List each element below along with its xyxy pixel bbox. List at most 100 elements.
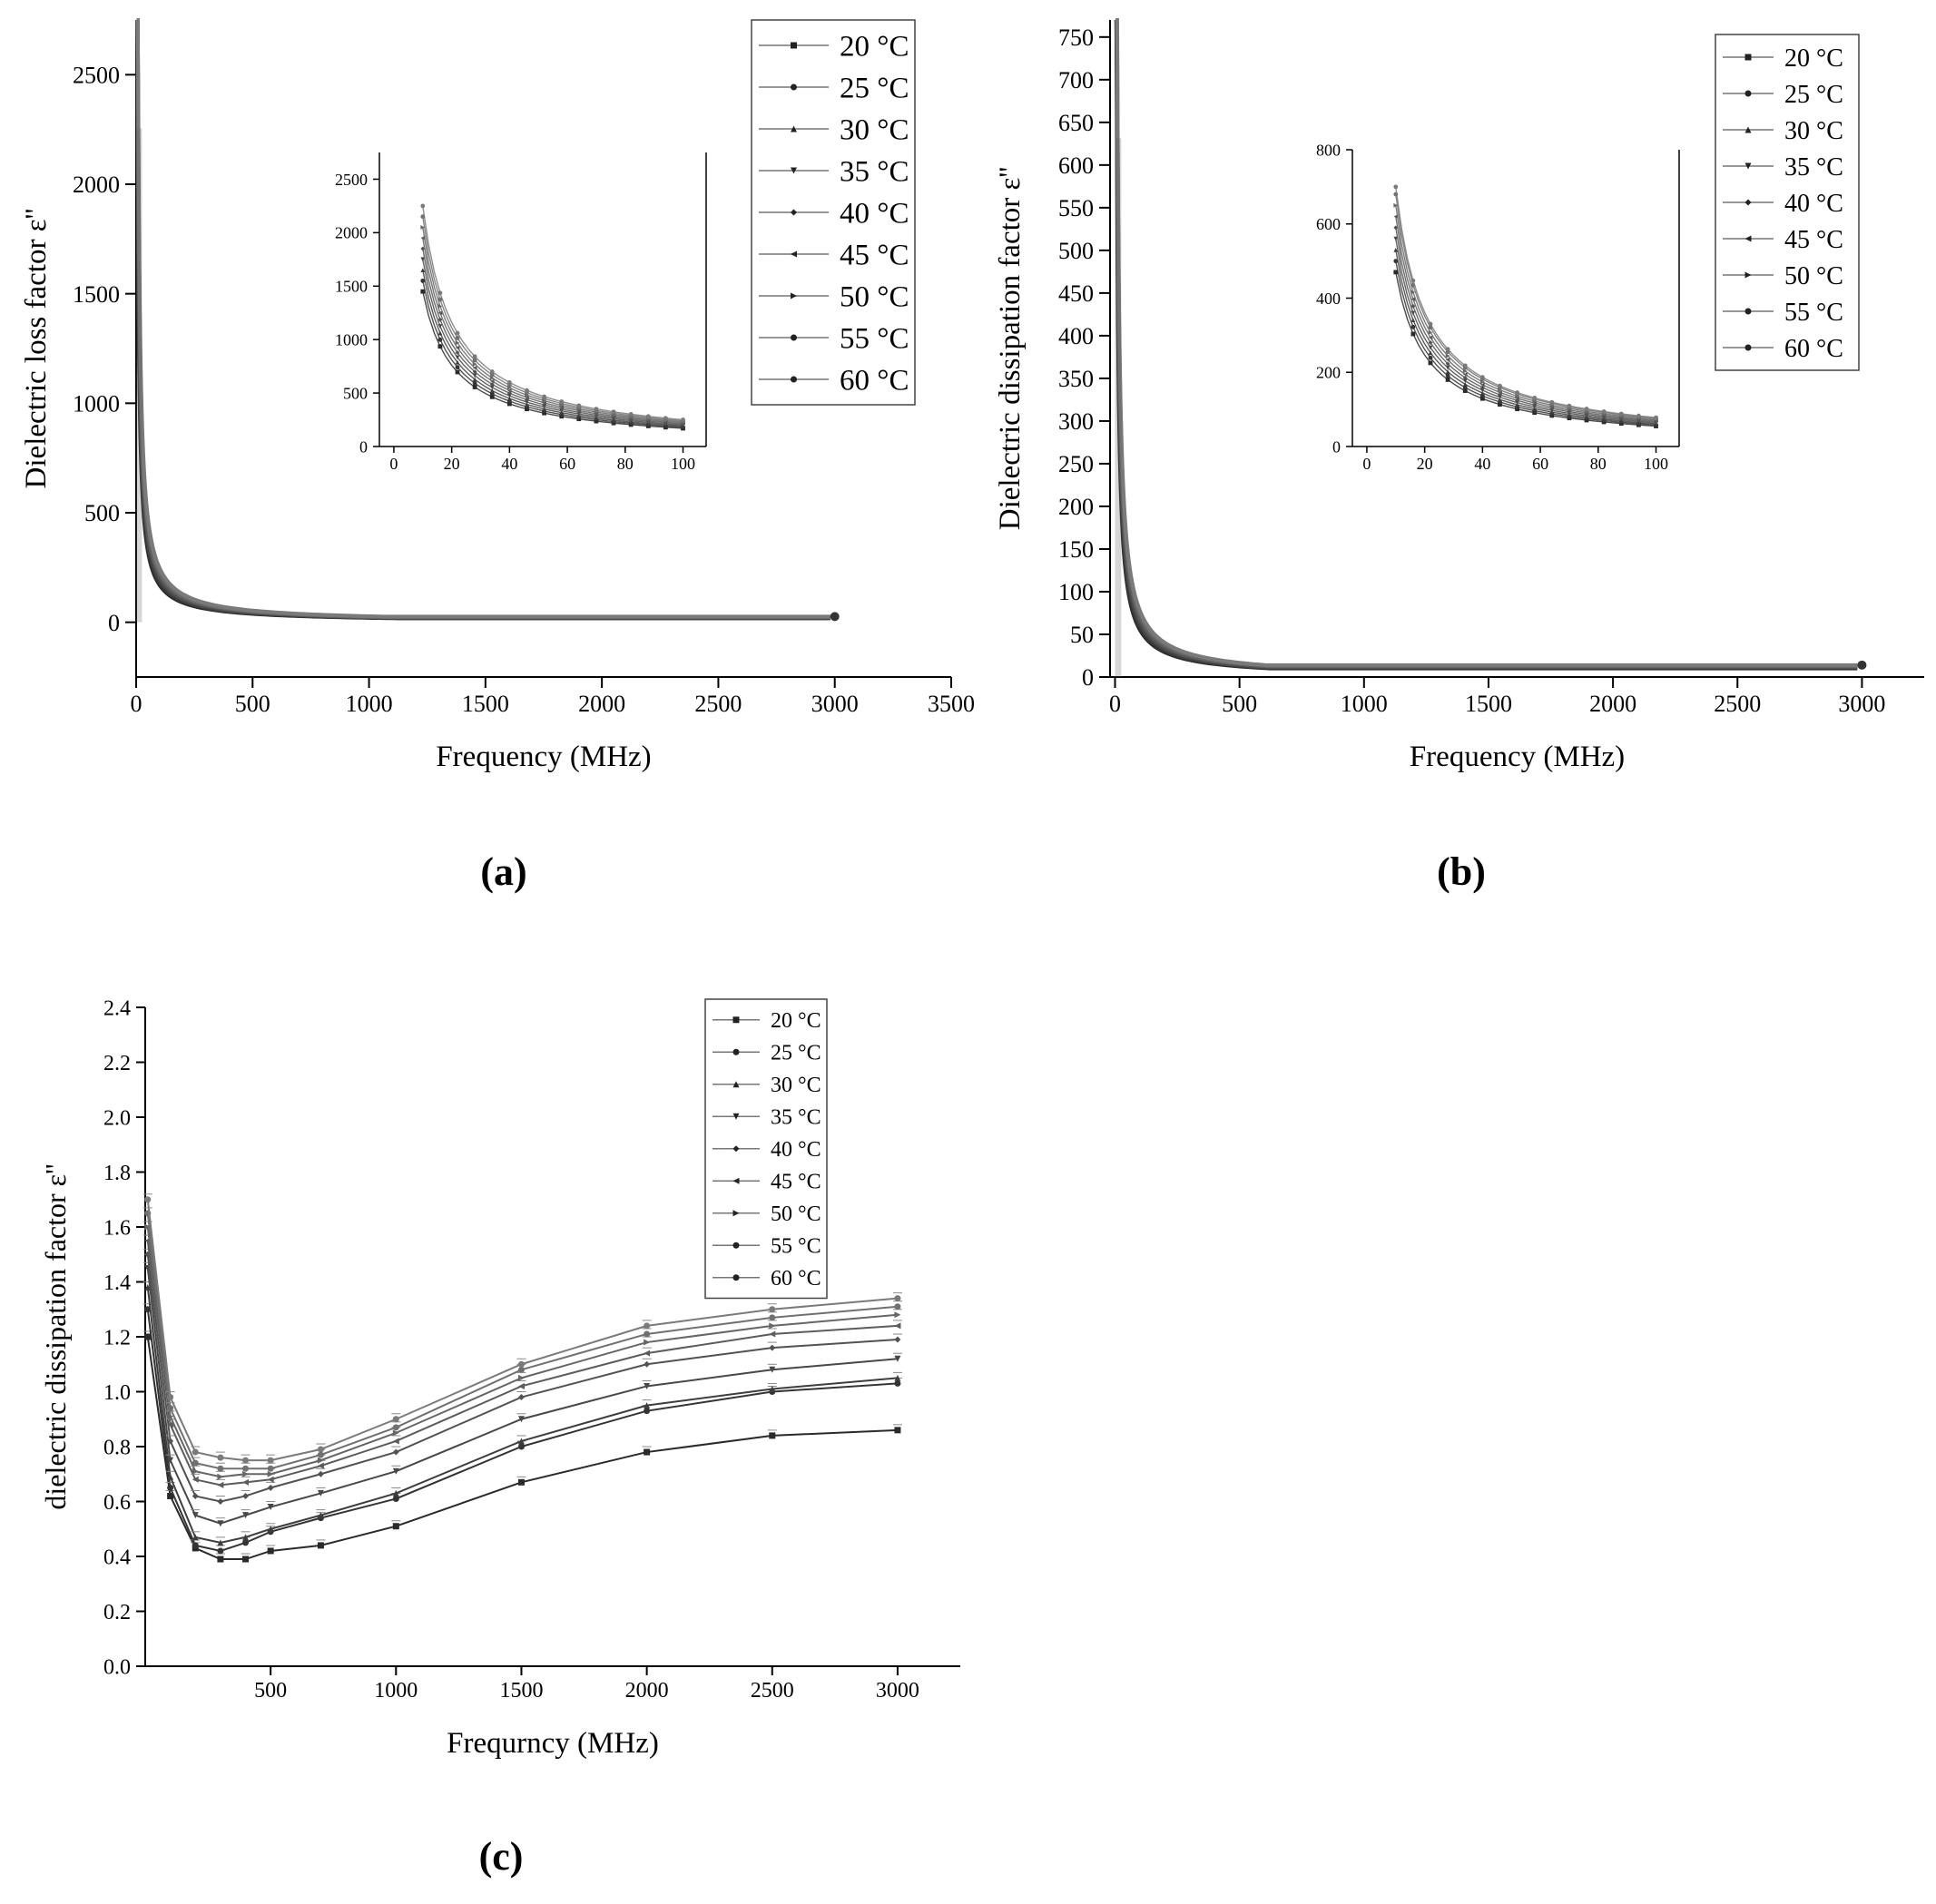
data-point [392, 1489, 399, 1497]
y-tick-label: 700 [1058, 67, 1094, 93]
legend-marker [791, 376, 797, 383]
legend-label: 20 °C [840, 31, 909, 64]
inset-point [1428, 335, 1433, 340]
series-line [146, 1199, 899, 1462]
legend-label: 30 °C [771, 1074, 821, 1097]
inset-point [1479, 390, 1485, 396]
x-tick-label: 1000 [374, 1679, 418, 1703]
data-point [517, 1478, 525, 1486]
data-point [317, 1512, 324, 1519]
inset-series-line [422, 216, 683, 422]
legend-marker [791, 125, 797, 132]
series-line [135, 18, 830, 621]
data-point [769, 1432, 776, 1439]
y-tick-label: 1000 [73, 390, 120, 417]
x-tick-label: 0 [131, 691, 142, 717]
data-point [167, 1473, 174, 1480]
legend-marker [732, 1242, 740, 1249]
x-tick-label: 2500 [751, 1679, 794, 1703]
data-point [769, 1314, 776, 1321]
inset-point [437, 310, 443, 316]
x-tick-label: 0 [1362, 455, 1371, 473]
legend-marker [1744, 162, 1752, 170]
inset-point [437, 330, 443, 336]
series-line [146, 1212, 899, 1470]
inset-point [455, 355, 460, 360]
data-point [192, 1448, 199, 1456]
data-point [217, 1473, 224, 1480]
series-line [146, 1287, 899, 1544]
inset-point [472, 369, 477, 375]
data-point [644, 1402, 651, 1409]
data-point [242, 1457, 250, 1464]
inset-chart: 0 20 40 60 80 100 0 200 400 600 800 [1316, 141, 1680, 473]
inset-series-line [1395, 271, 1656, 427]
series-line [146, 1336, 898, 1561]
inset-point [1428, 345, 1433, 350]
inset-point [1410, 331, 1416, 337]
panel-c-chart: 500 1000 1500 2000 2500 3000 0.0 0.2 0.4 0.6 0.8 1.… [39, 996, 960, 1760]
inset-point [437, 324, 443, 329]
inset-point [1410, 324, 1416, 329]
inset-point [1498, 392, 1502, 397]
y-tick-label: 400 [1058, 323, 1094, 349]
y-tick-label: 0.4 [103, 1546, 131, 1569]
series-line [146, 1268, 899, 1525]
data-point [517, 1366, 525, 1373]
x-tick-label: 2000 [1589, 691, 1636, 717]
legend-label: 55 °C [840, 323, 909, 356]
end-marker [1857, 660, 1867, 670]
inset-point [420, 289, 426, 294]
data-point [267, 1457, 274, 1464]
data-point [894, 1374, 901, 1381]
inset-point [1654, 415, 1658, 420]
inset-point [455, 359, 460, 365]
legend-label: 50 °C [1784, 262, 1843, 290]
series-line [135, 18, 830, 621]
inset-point [1445, 347, 1450, 352]
inset-point [1445, 358, 1450, 362]
data-point [769, 1366, 776, 1373]
inset-point [1567, 403, 1572, 408]
data-point [392, 1523, 399, 1530]
data-point [644, 1382, 651, 1389]
inset-point [611, 409, 616, 415]
x-tick-label: 100 [671, 455, 695, 473]
inset-point [489, 382, 495, 387]
y-tick-label: 0 [108, 610, 120, 636]
data-point [242, 1534, 250, 1541]
data-point [894, 1303, 901, 1310]
inset-point [1584, 407, 1589, 411]
inset-series-line [422, 205, 683, 421]
inset-point [455, 345, 460, 350]
legend-label: 50 °C [840, 281, 909, 314]
legend-marker [1744, 126, 1752, 133]
legend-label: 35 °C [840, 156, 909, 189]
x-tick-label: 80 [617, 455, 634, 473]
inset-point [1498, 402, 1502, 407]
inset-point [420, 257, 426, 262]
inset-point [1584, 412, 1589, 417]
inset-series-line [422, 270, 683, 427]
y-tick-label: 1000 [335, 330, 368, 348]
series-line [146, 1254, 898, 1503]
data-point [769, 1385, 776, 1392]
inset-point [1479, 382, 1485, 388]
inset-point [1567, 409, 1572, 415]
inset-point [1445, 365, 1450, 370]
data-point [217, 1520, 224, 1527]
panel-b-chart: 0 500 1000 1500 2000 2500 30000501001502002503… [994, 18, 1924, 773]
data-point [217, 1481, 224, 1488]
inset-point [420, 203, 426, 209]
series-line [1115, 18, 1858, 667]
inset-point [1462, 368, 1468, 374]
legend-label: 60 °C [840, 365, 909, 397]
inset-series-line [422, 248, 683, 425]
y-tick-label: 400 [1316, 290, 1341, 308]
y-tick-label: 1500 [335, 278, 368, 296]
x-tick-label: 2000 [578, 691, 625, 717]
inset-point [1445, 373, 1450, 378]
inset-point [1428, 350, 1433, 356]
inset-point [437, 297, 443, 302]
legend-marker [791, 209, 797, 216]
